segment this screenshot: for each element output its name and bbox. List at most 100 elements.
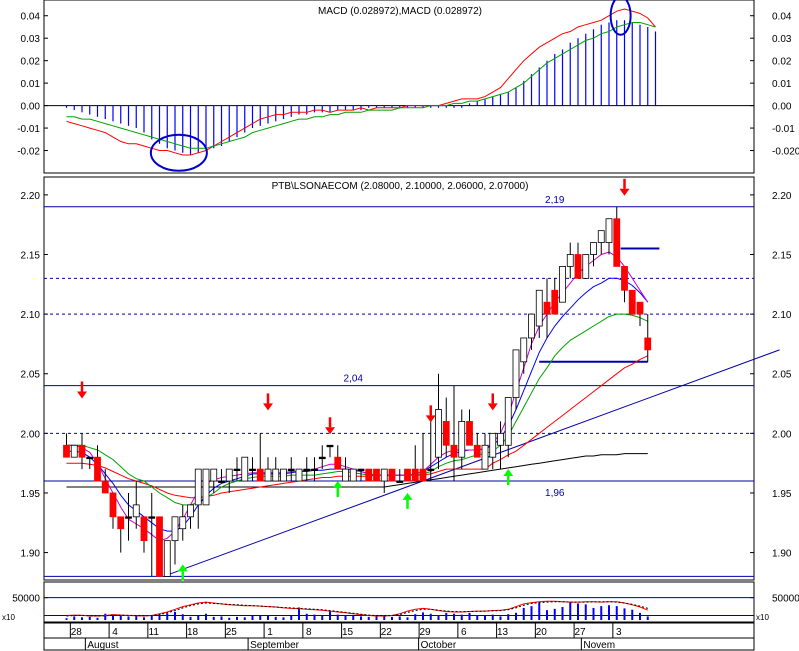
x-day-label: 1 xyxy=(267,627,273,638)
price-ma-green xyxy=(66,313,649,506)
price-title: PTB\LSONAECOM (2.08000, 2.10000, 2.06000… xyxy=(272,181,529,192)
volume-unit-label-left: x10 xyxy=(2,613,15,622)
candle-body xyxy=(404,468,411,482)
macd-line-green xyxy=(66,22,656,149)
candle-body xyxy=(109,492,117,518)
candle-body xyxy=(86,456,94,460)
candle-body xyxy=(295,468,303,482)
candle-body xyxy=(125,516,132,519)
candle-body xyxy=(101,480,109,494)
candle-body xyxy=(140,516,148,542)
macd-tick-label-left: 0.04 xyxy=(21,12,41,23)
candle-body xyxy=(280,468,287,482)
candle-body xyxy=(535,289,543,327)
candle-body xyxy=(473,444,481,458)
candle-body xyxy=(187,504,194,518)
macd-tick-label-right: -0.01 xyxy=(772,124,795,135)
price-annotations xyxy=(77,178,630,581)
candle-body xyxy=(628,289,636,315)
price-level-label: 1,96 xyxy=(545,488,565,499)
candle-body xyxy=(202,468,210,506)
candle-body xyxy=(287,468,295,472)
candle-body xyxy=(148,516,156,519)
down-arrow-head xyxy=(263,403,273,411)
macd-tick-label-left: 0.03 xyxy=(21,34,41,45)
x-day-label: 6 xyxy=(461,627,467,638)
volume-tick-label-right: 50000 xyxy=(772,594,799,605)
candle-body xyxy=(497,432,504,446)
x-day-label: 22 xyxy=(381,627,393,638)
volume-unit-label-right: x10 xyxy=(756,613,769,622)
candle-body xyxy=(559,266,566,303)
x-day-label: 20 xyxy=(536,627,548,638)
candle-body xyxy=(256,468,264,482)
macd-tick-label-left: -0.01 xyxy=(17,124,40,135)
candle-body xyxy=(574,254,582,279)
macd-lines xyxy=(66,8,656,156)
price-tick-label-left: 2.00 xyxy=(21,429,41,440)
price-tick-label-right: 2.20 xyxy=(772,191,792,202)
macd-title: MACD (0.028972),MACD (0.028972) xyxy=(318,6,482,17)
candle-body xyxy=(597,230,605,243)
candle-body xyxy=(117,516,125,530)
x-day-label: 25 xyxy=(226,627,238,638)
candle-body xyxy=(163,540,171,577)
candle-body xyxy=(94,456,101,482)
price-tick-label-left: 1.95 xyxy=(21,489,41,500)
candle-body xyxy=(156,516,163,577)
x-month-label: September xyxy=(250,640,300,651)
candle-body xyxy=(326,444,334,448)
macd-line-red xyxy=(66,8,656,156)
x-day-label: 15 xyxy=(342,627,354,638)
price-ma-blue xyxy=(66,277,649,532)
up-arrow-head xyxy=(402,492,413,500)
up-arrow-head xyxy=(503,469,514,477)
volume-line-dotted xyxy=(66,601,648,617)
price-candles xyxy=(63,206,652,577)
price-moving-averages xyxy=(66,251,649,542)
candle-body xyxy=(373,468,380,482)
macd-tick-label-right: -0.0200 xyxy=(772,147,799,158)
candle-body xyxy=(272,468,280,482)
candle-body xyxy=(241,456,249,482)
price-tick-label-left: 2.15 xyxy=(21,251,41,262)
price-tick-label-right: 1.90 xyxy=(772,549,792,560)
candle-body xyxy=(264,468,272,482)
candle-body xyxy=(605,218,613,243)
candle-body xyxy=(481,444,489,470)
price-level-label: 2,19 xyxy=(545,195,565,206)
candle-body xyxy=(427,468,435,472)
down-arrow-head xyxy=(325,427,335,435)
candle-body xyxy=(396,480,404,483)
candle-body xyxy=(520,337,528,363)
price-tick-label-left: 2.05 xyxy=(21,370,41,381)
price-tick-label-right: 2.05 xyxy=(772,370,792,381)
candle-body xyxy=(621,266,628,291)
candle-body xyxy=(357,468,365,472)
candle-body xyxy=(318,456,326,460)
down-arrow-head xyxy=(619,188,630,196)
x-month-label: Novem xyxy=(583,640,615,651)
candle-body xyxy=(78,444,86,458)
candle-body xyxy=(613,218,621,267)
candle-body xyxy=(334,456,342,470)
candle-body xyxy=(218,480,225,483)
volume-lines xyxy=(66,600,648,617)
candle-body xyxy=(349,468,357,482)
x-day-label: 18 xyxy=(187,627,199,638)
macd-ticks: 0.04 0.04 0.03 0.03 0.02 0.02 0.01 0.01 0.00 0.00… xyxy=(17,12,799,158)
price-ma-red xyxy=(66,355,649,499)
macd-tick-label-right: 0.01 xyxy=(772,79,792,90)
x-day-label: 28 xyxy=(71,627,83,638)
candle-body xyxy=(388,468,396,482)
price-tick-label-right: 2.15 xyxy=(772,251,792,262)
price-tick-label-right: 2.00 xyxy=(772,429,792,440)
price-tick-label-left: 2.10 xyxy=(21,310,41,321)
price-panel: PTB\LSONAECOM (2.08000, 2.10000, 2.06000… xyxy=(21,176,792,594)
candle-body xyxy=(644,337,652,351)
down-arrow-head xyxy=(77,391,87,399)
macd-histogram xyxy=(44,20,754,156)
price-level-label: 2,04 xyxy=(344,374,364,385)
